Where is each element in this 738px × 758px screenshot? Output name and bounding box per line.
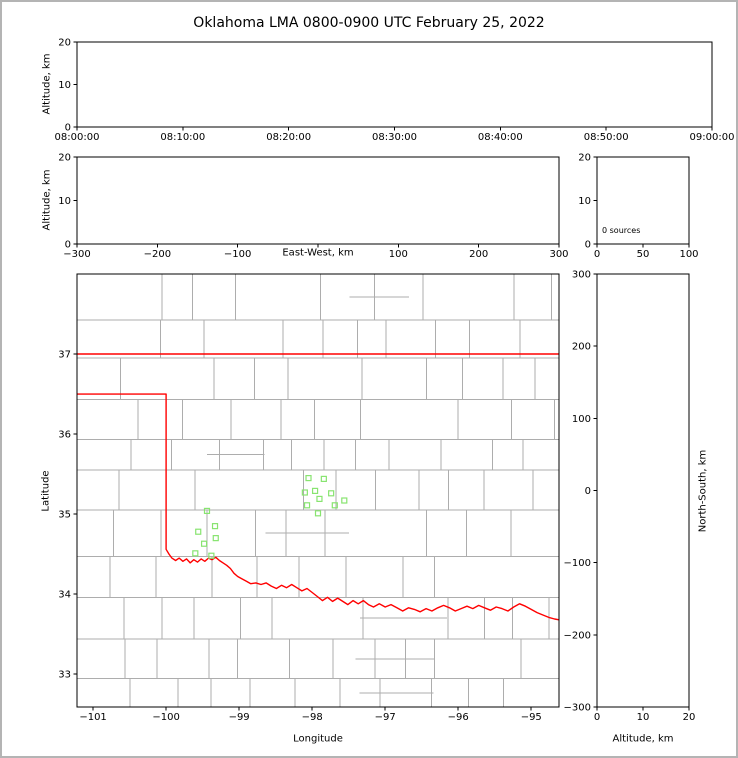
tick-label: 300	[549, 249, 568, 260]
axes-frame	[76, 156, 560, 245]
tick-label: 100	[679, 249, 698, 260]
source-count-annotation: 0 sources	[602, 226, 641, 235]
tick-label: 08:10:00	[160, 132, 205, 143]
ew-panel-altitude-axis-label: Altitude, km	[41, 169, 53, 231]
panel-plan_view_map: −101 −100 −99 −98 −97 −96 −95 33 34 35 36 37	[58, 273, 560, 723]
tick-label: 0	[585, 486, 591, 497]
station-marker	[305, 474, 312, 482]
station-marker	[301, 489, 308, 496]
tick-label: 0	[594, 712, 600, 723]
tick-label: 33	[58, 670, 71, 681]
longitude-axis-label: Longitude	[293, 733, 343, 745]
tick-label: −100	[564, 558, 591, 569]
tick-label: 50	[637, 249, 650, 260]
panel-altitude_histogram: 0 50 100 0 10 20	[578, 153, 698, 261]
axes-frame	[76, 273, 560, 708]
county-borders	[77, 274, 559, 707]
tick-label: 100	[572, 414, 591, 425]
station-marker	[316, 495, 323, 503]
station-marker	[303, 502, 311, 509]
tick-label: −97	[375, 712, 396, 723]
tick-label: 36	[58, 430, 71, 441]
tick-label: −99	[229, 712, 250, 723]
station-marker	[314, 510, 322, 517]
tick-label: 20	[58, 153, 71, 164]
tick-label: 0	[594, 249, 600, 260]
station-marker	[311, 487, 319, 495]
axes-frame	[76, 41, 713, 128]
figure-title: Oklahoma LMA 0800-0900 UTC February 25, …	[193, 15, 545, 31]
tick-label: −200	[564, 630, 591, 641]
tick-label: 34	[58, 590, 71, 601]
tick-label: 08:50:00	[584, 132, 629, 143]
tick-label: 20	[683, 712, 696, 723]
tick-label: 100	[389, 249, 408, 260]
latitude-axis-label: Latitude	[40, 470, 52, 512]
east-west-axis-label: East-West, km	[282, 247, 354, 259]
tick-label: 20	[58, 38, 71, 49]
station-marker	[200, 540, 208, 547]
tick-label: −100	[152, 712, 179, 723]
station-marker	[192, 550, 199, 557]
tick-label: 35	[58, 510, 71, 521]
tick-label: 08:30:00	[372, 132, 417, 143]
tick-label: 0	[585, 240, 591, 251]
station-marker	[331, 502, 338, 509]
station-marker	[195, 528, 202, 535]
tick-label: 08:00:00	[55, 132, 100, 143]
tick-label: 20	[578, 153, 591, 164]
tick-label: −95	[521, 712, 542, 723]
panel-time_altitude: 08:00:00 08:10:00 08:20:00 08:30:00 08:40:00…	[55, 38, 735, 144]
station-marker	[212, 535, 219, 542]
tick-label: 0	[65, 240, 71, 251]
station-marker	[208, 552, 215, 559]
tick-label: 200	[572, 342, 591, 353]
tick-label: 08:20:00	[266, 132, 311, 143]
tick-label: −101	[79, 712, 106, 723]
tick-label: 10	[637, 712, 650, 723]
tick-label: −100	[224, 249, 251, 260]
tick-label: −300	[63, 249, 90, 260]
station-marker	[211, 523, 219, 530]
state-border	[77, 353, 560, 621]
time-panel-altitude-axis-label: Altitude, km	[41, 53, 53, 115]
station-marker	[328, 490, 335, 497]
tick-label: 0	[65, 123, 71, 134]
tick-label: 10	[58, 80, 71, 91]
station-marker	[320, 475, 327, 482]
ns-panel-altitude-axis-label: Altitude, km	[612, 733, 674, 745]
tick-label: 300	[572, 270, 591, 281]
tick-label: −96	[448, 712, 469, 723]
tick-label: 08:40:00	[478, 132, 523, 143]
tick-label: 10	[58, 196, 71, 207]
tick-label: 37	[58, 350, 71, 361]
tick-label: −200	[144, 249, 171, 260]
state-border-line	[77, 393, 560, 621]
station-marker	[341, 497, 348, 504]
panel-east_west_altitude: −300 −200 −100 100 200 300 0 10 20	[58, 153, 568, 261]
axes-frame	[596, 273, 690, 708]
tick-label: 09:00:00	[690, 132, 735, 143]
tick-label: −98	[302, 712, 323, 723]
tick-label: 10	[578, 196, 591, 207]
station-marker	[203, 507, 211, 515]
panel-altitude_north_south: 0 10 20 300 200 100 0 −100 −200 −300	[564, 270, 696, 724]
tick-label: −300	[564, 703, 591, 714]
station-markers	[192, 474, 348, 559]
north-south-axis-label: North-South, km	[697, 449, 709, 533]
tick-label: 200	[469, 249, 488, 260]
